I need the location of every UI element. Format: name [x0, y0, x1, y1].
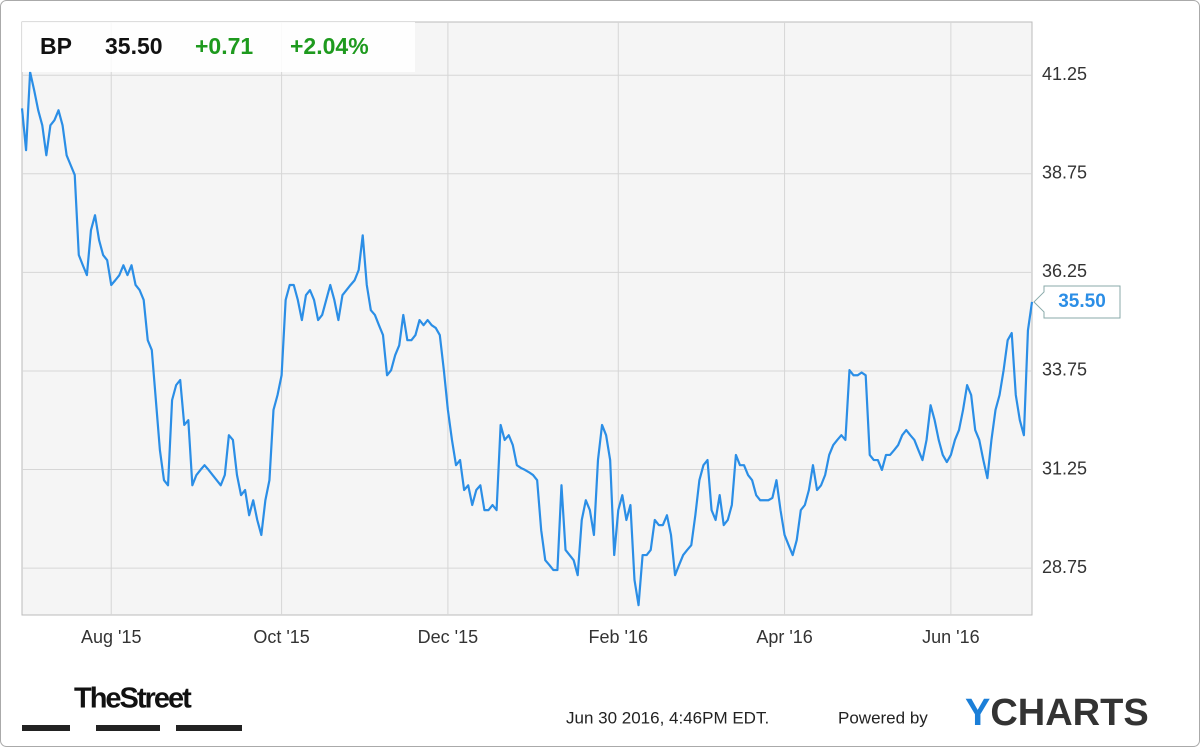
y-tick-label: 41.25 — [1042, 64, 1087, 84]
y-tick-label: 33.75 — [1042, 360, 1087, 380]
brand: YCHARTS — [965, 692, 1149, 734]
source-logo: TheStreet — [74, 683, 192, 715]
y-tick-label: 38.75 — [1042, 163, 1087, 183]
last-value-box — [1033, 285, 1121, 319]
plot-area — [21, 21, 1033, 616]
x-tick-label: Feb '16 — [589, 627, 648, 647]
change-percent: +2.04% — [290, 33, 369, 59]
y-tick-label: 28.75 — [1042, 557, 1087, 577]
y-tick-label: 31.25 — [1042, 458, 1087, 478]
logo-bar — [176, 725, 242, 731]
x-tick-label: Jun '16 — [922, 627, 979, 647]
y-tick-label: 36.25 — [1042, 261, 1087, 281]
x-tick-label: Aug '15 — [81, 627, 142, 647]
x-tick-label: Dec '15 — [418, 627, 478, 647]
powered-by: Powered by — [838, 708, 928, 727]
timestamp: Jun 30 2016, 4:46PM EDT. — [566, 708, 769, 727]
price-line — [20, 70, 1034, 607]
last-value-label: 35.50 — [1058, 291, 1106, 312]
symbol: BP — [40, 33, 72, 59]
quote-box — [22, 22, 415, 72]
logo-bar — [96, 725, 160, 731]
change: +0.71 — [195, 33, 253, 59]
logo-bar — [22, 725, 70, 731]
x-tick-label: Apr '16 — [756, 627, 812, 647]
x-tick-label: Oct '15 — [253, 627, 309, 647]
price: 35.50 — [105, 33, 163, 59]
